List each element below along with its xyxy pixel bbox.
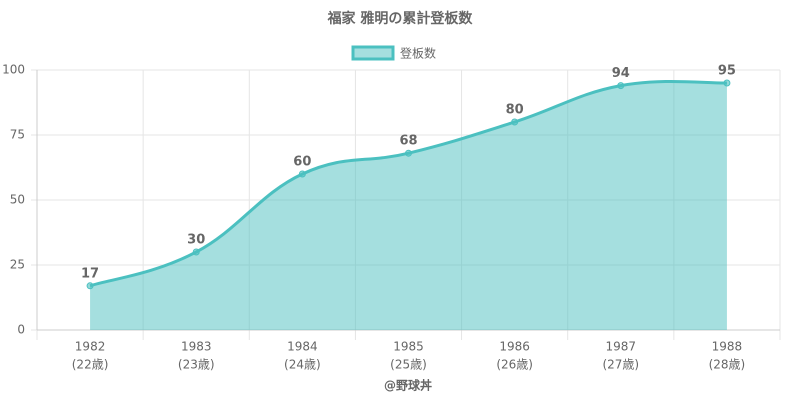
legend-swatch xyxy=(351,45,395,61)
y-tick-label: 75 xyxy=(10,128,25,142)
x-tick-label: 1982 xyxy=(75,340,106,354)
y-tick-label: 50 xyxy=(10,193,25,207)
x-tick-sublabel: (22歳) xyxy=(72,358,109,372)
data-label: 95 xyxy=(718,64,736,79)
data-label: 68 xyxy=(399,134,417,149)
point xyxy=(86,282,94,290)
x-tick-sublabel: (27歳) xyxy=(602,358,639,372)
x-tick-label: 1987 xyxy=(606,340,637,354)
x-tick-sublabel: (26歳) xyxy=(496,358,533,372)
data-label: 17 xyxy=(81,266,99,281)
y-tick-label: 0 xyxy=(17,323,25,337)
data-label: 30 xyxy=(187,233,205,248)
data-label: 94 xyxy=(612,66,630,81)
point xyxy=(192,248,200,256)
data-label: 80 xyxy=(506,103,524,118)
legend-label: 登板数 xyxy=(400,46,436,61)
x-tick-label: 1988 xyxy=(712,340,743,354)
x-tick-label: 1985 xyxy=(393,340,424,354)
area xyxy=(90,81,727,330)
point xyxy=(405,149,412,157)
y-tick-label: 100 xyxy=(2,63,25,77)
y-tick-label: 25 xyxy=(10,258,25,272)
x-tick-sublabel: (25歳) xyxy=(390,358,427,372)
x-tick-sublabel: (28歳) xyxy=(709,358,746,372)
x-tick-label: 1984 xyxy=(287,340,318,354)
point xyxy=(617,82,625,90)
x-tick-sublabel: (24歳) xyxy=(284,358,321,372)
point xyxy=(511,118,519,126)
x-tick-label: 1983 xyxy=(181,340,212,354)
x-tick-sublabel: (23歳) xyxy=(178,358,215,372)
data-label: 60 xyxy=(293,155,311,170)
point xyxy=(298,170,306,178)
chart-title: 福家 雅明の累計登板数 xyxy=(327,10,474,27)
point xyxy=(723,79,731,87)
x-axis-label: @野球丼 xyxy=(384,378,432,393)
x-tick-label: 1986 xyxy=(499,340,530,354)
